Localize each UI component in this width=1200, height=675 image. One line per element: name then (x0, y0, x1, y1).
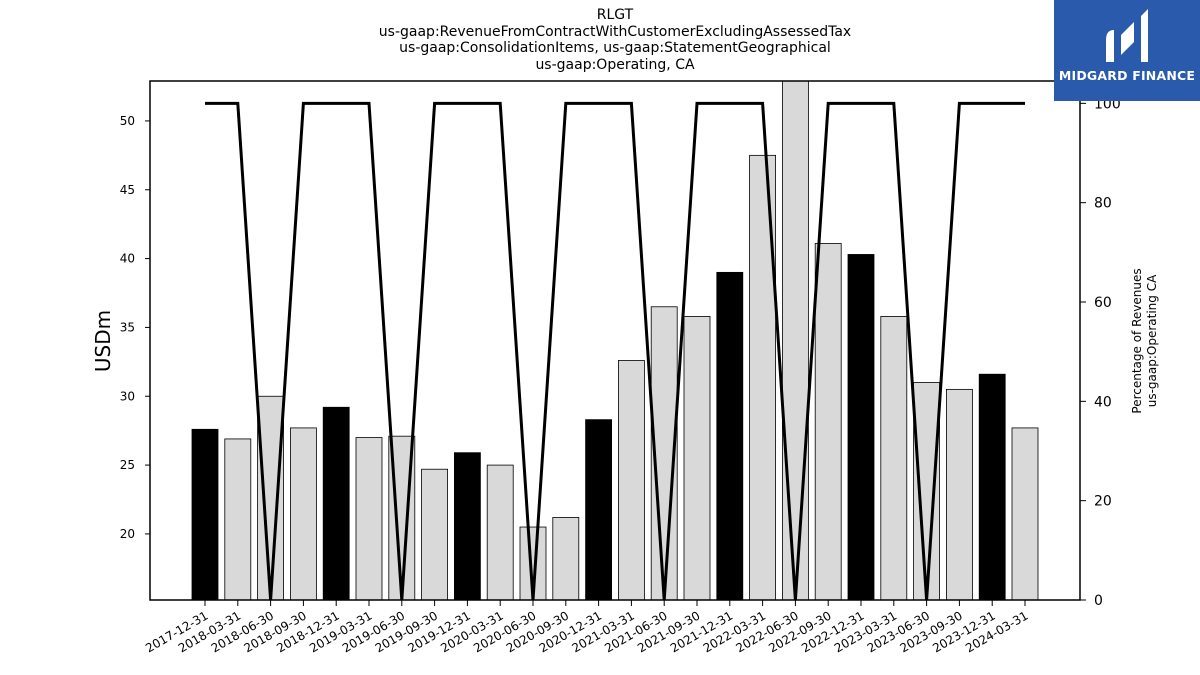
y-axis-label: USDm (91, 310, 115, 372)
bar-2023-03-31 (880, 316, 908, 600)
bar-2018-06-30 (257, 395, 285, 600)
bar-2018-12-31 (322, 406, 350, 600)
y-tick-label: 45 (120, 183, 135, 197)
chart-title-axes: us-gaap:ConsolidationItems, us-gaap:Stat… (399, 40, 831, 56)
y2-tick-label: 80 (1094, 196, 1112, 212)
bar-2019-09-30 (421, 468, 449, 600)
logo-mark-icon (1106, 9, 1148, 62)
bar-2020-09-30 (552, 517, 580, 600)
bar-2021-03-31 (618, 360, 645, 600)
y2-axis-label-line1: Percentage of Revenues (1130, 268, 1144, 413)
bar-2021-12-31 (716, 271, 744, 600)
y-tick-label: 40 (120, 252, 135, 266)
bar-2021-09-30 (683, 316, 711, 600)
bar-2022-12-31 (847, 254, 875, 600)
bar-2022-06-30 (782, 81, 809, 600)
percentage-line (205, 101, 1025, 601)
midgard-finance-logo: MIDGARD FINANCE (1054, 0, 1200, 101)
chart-title-ticker: RLGT (596, 7, 634, 23)
logo-text: MIDGARD FINANCE (1058, 68, 1196, 83)
bar-2023-12-31 (978, 373, 1006, 600)
y-tick-label: 50 (120, 114, 135, 128)
y-tick-label: 25 (120, 458, 135, 472)
plot-frame (149, 80, 1081, 601)
bar-2024-03-31 (1011, 427, 1039, 600)
chart-title-concept: us-gaap:RevenueFromContractWithCustomerE… (378, 24, 852, 40)
y2-tick-label: 60 (1094, 295, 1112, 311)
bar-2020-12-31 (585, 419, 612, 600)
y2-axis-label-line2: us-gaap:Operating CA (1145, 274, 1159, 407)
percentage-line-group (205, 101, 1025, 601)
bars-group (191, 81, 1039, 600)
bar-2017-12-31 (191, 428, 219, 600)
bar-2023-09-30 (946, 388, 973, 600)
y-tick-label: 20 (120, 527, 135, 541)
y2-tick-label: 40 (1094, 394, 1112, 410)
bar-2018-09-30 (289, 427, 317, 600)
y2-tick-label: 20 (1094, 494, 1112, 510)
bar-2019-12-31 (453, 452, 481, 600)
bar-2019-03-31 (355, 437, 383, 600)
y-tick-label: 35 (120, 320, 135, 334)
bar-2018-03-31 (224, 438, 252, 600)
bar-2023-06-30 (913, 382, 940, 600)
y-tick-label: 30 (120, 389, 135, 403)
bar-2020-03-31 (486, 464, 514, 600)
y2-tick-label: 0 (1094, 593, 1103, 609)
bar-2022-09-30 (814, 243, 842, 600)
chart-title-members: us-gaap:Operating, CA (535, 57, 695, 73)
